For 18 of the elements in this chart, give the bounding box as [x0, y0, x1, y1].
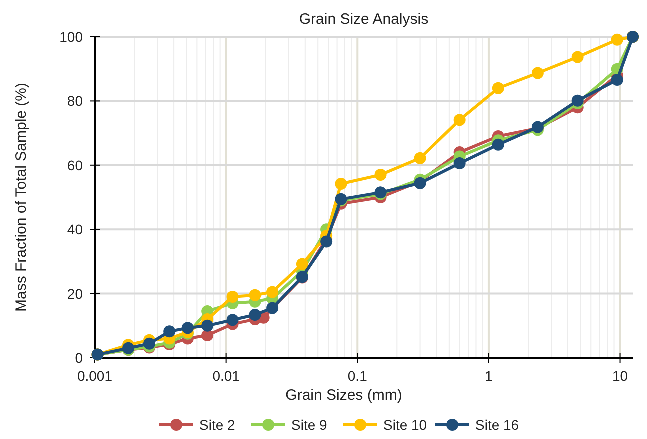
x-tick-label: 10	[612, 368, 628, 384]
x-axis-title: Grain Sizes (mm)	[286, 387, 402, 404]
legend-label: Site 10	[384, 417, 428, 433]
legend-label: Site 9	[292, 417, 328, 433]
y-tick-label: 40	[67, 222, 84, 238]
x-tick-label: 0.01	[212, 368, 240, 384]
y-axis-title: Mass Fraction of Total Sample (%)	[13, 83, 30, 312]
y-tick-label: 20	[67, 286, 84, 302]
y-tick-label: 0	[75, 350, 84, 366]
y-tick-label: 100	[60, 29, 84, 45]
chart-title: Grain Size Analysis	[299, 11, 429, 28]
legend-label: Site 16	[476, 417, 520, 433]
x-tick-label: 0.001	[77, 368, 113, 384]
x-tick-label: 1	[485, 368, 494, 384]
y-tick-label: 80	[67, 93, 84, 110]
legend-label: Site 2	[200, 417, 236, 433]
y-tick-label: 60	[67, 157, 84, 174]
x-tick-label: 0.1	[348, 368, 368, 384]
